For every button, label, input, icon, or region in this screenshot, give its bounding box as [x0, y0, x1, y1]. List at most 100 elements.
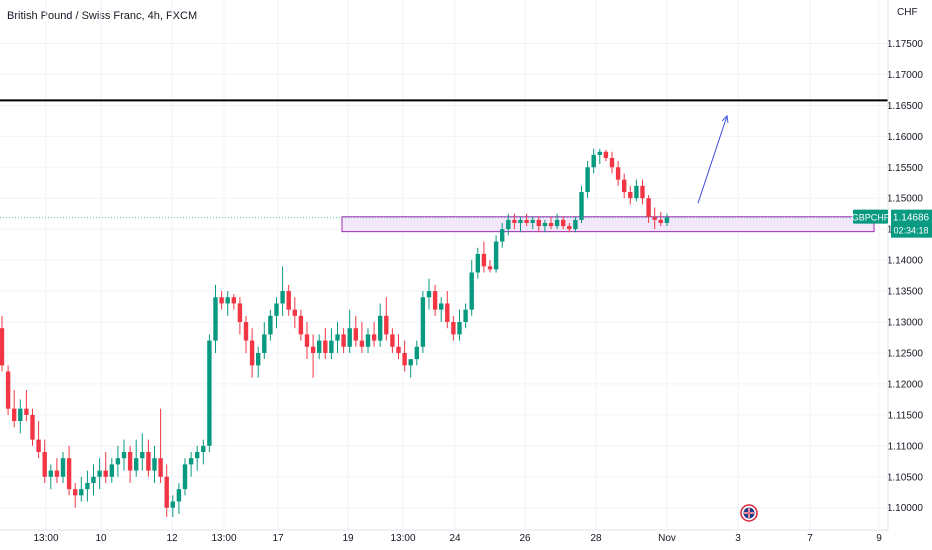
candle-body: [85, 482, 90, 490]
candle-body: [481, 253, 487, 267]
price-tag-value: 1.14686: [893, 213, 930, 224]
candle-body: [512, 219, 517, 223]
candle-body: [432, 291, 438, 310]
candle-body: [243, 322, 249, 341]
demand-zone-box: [341, 216, 875, 233]
candle-body: [408, 359, 413, 366]
candle-body: [5, 371, 11, 409]
candle-body: [414, 346, 419, 360]
candle-body: [353, 328, 358, 341]
price-tick-label: 1.13000: [887, 318, 924, 329]
candle-body: [170, 501, 175, 508]
candle-body: [463, 309, 468, 323]
time-tick-label: 9: [876, 533, 882, 544]
candle-body: [115, 458, 121, 465]
candle-body: [390, 334, 395, 347]
candle-body: [579, 192, 584, 220]
candle-body: [561, 219, 566, 227]
candle-body: [12, 408, 17, 422]
candle-body: [30, 414, 35, 440]
candle-body: [646, 198, 651, 217]
candle-body: [524, 219, 529, 223]
candle-body: [176, 489, 182, 502]
candle-body: [603, 151, 609, 158]
price-tags: GBPCHF 1.14686 02:34:18: [852, 209, 932, 238]
time-tick-label: 28: [590, 533, 602, 544]
price-tick-label: 1.12000: [887, 379, 924, 390]
candle-body: [268, 315, 273, 335]
candle-body: [158, 458, 163, 477]
candle-body: [378, 315, 383, 341]
candle-body: [54, 470, 60, 477]
time-axis: 13:00 10 12 13:00 17 19 13:00 24 26 28 Nov 3 7 9: [0, 529, 888, 544]
candle-body: [24, 408, 29, 415]
chart-title: British Pound / Swiss Franc, 4h, FXCM: [7, 10, 198, 22]
candle-body: [439, 303, 444, 310]
candle-body: [622, 179, 627, 193]
price-tick-label: 1.11000: [888, 441, 924, 452]
time-tick-label: 13:00: [390, 533, 415, 544]
overlays: [0, 99, 888, 219]
candle-body: [207, 340, 212, 446]
candle-body: [152, 458, 157, 471]
price-tick-label: 1.16000: [887, 132, 924, 143]
candle-body: [652, 216, 657, 220]
time-tick-label: 19: [342, 533, 354, 544]
candle-body: [567, 226, 572, 230]
grid: [0, 0, 888, 530]
candle-body: [60, 458, 66, 477]
candle-body: [329, 340, 334, 353]
candle-body: [506, 219, 511, 230]
candle-body: [0, 328, 5, 366]
candle-body: [97, 470, 102, 477]
projection-arrow-head: [721, 114, 729, 123]
candle-body: [195, 452, 200, 459]
time-tick-label: Nov: [658, 533, 676, 544]
candle-body: [518, 219, 523, 223]
candle-body: [231, 297, 236, 304]
candle-body: [445, 303, 450, 323]
candle-body: [469, 272, 474, 310]
candle-body: [542, 222, 548, 227]
price-tick-label: 1.17500: [887, 39, 924, 50]
candle-body: [384, 315, 389, 335]
projection-arrow-line: [697, 115, 728, 204]
candle-body: [213, 297, 218, 341]
candle-body: [530, 219, 535, 223]
candle-body: [359, 340, 365, 347]
candle-body: [365, 334, 371, 347]
price-tick-label: 1.11500: [888, 410, 924, 421]
candle-body: [286, 291, 291, 310]
candle-body: [182, 464, 188, 490]
candle-body: [42, 452, 47, 477]
candle-body: [298, 315, 304, 335]
candle-body: [36, 439, 41, 453]
candle-body: [91, 476, 96, 483]
candle-body: [341, 334, 346, 347]
candle-body: [188, 458, 194, 465]
time-tick-label: 10: [95, 533, 107, 544]
candle-body: [103, 470, 108, 477]
candle-body: [73, 489, 78, 496]
symbol-tag-bg: [853, 209, 888, 224]
candle-body: [475, 253, 480, 273]
time-tick-label: 7: [807, 533, 813, 544]
candle-body: [609, 157, 615, 168]
candle-body: [146, 452, 151, 471]
candle-body: [66, 458, 72, 490]
candle-body: [310, 346, 316, 353]
price-tick-label: 1.14000: [887, 256, 924, 267]
candle-body: [274, 303, 279, 316]
price-tick-label: 1.10500: [887, 472, 924, 483]
candle-body: [615, 167, 621, 180]
price-tick-label: 1.17000: [887, 70, 924, 81]
candle-body: [500, 229, 505, 242]
candle-body: [536, 219, 541, 227]
candle-body: [109, 464, 114, 477]
time-tick-label: 3: [735, 533, 741, 544]
price-tick-label: 1.12500: [887, 348, 924, 359]
candle-body: [426, 291, 432, 298]
candle-body: [371, 334, 377, 341]
candle-body: [396, 346, 401, 353]
